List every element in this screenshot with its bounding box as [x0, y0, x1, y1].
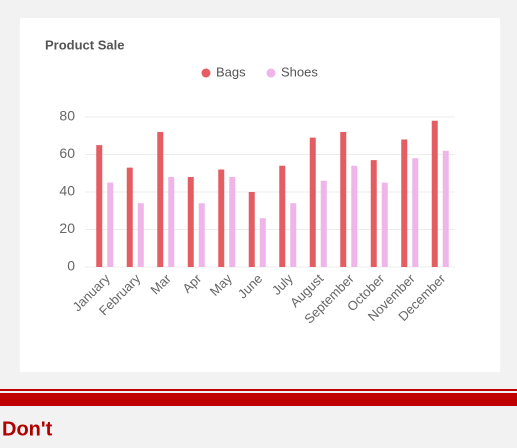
- bar: [431, 120, 438, 267]
- bar: [351, 165, 358, 267]
- bar: [290, 203, 297, 267]
- bar: [370, 160, 377, 267]
- y-tick-label: 0: [67, 258, 75, 274]
- bar: [126, 167, 133, 267]
- y-tick-label: 40: [59, 183, 75, 199]
- chart-card: [20, 18, 500, 372]
- bar: [442, 150, 449, 267]
- y-tick-label: 80: [59, 108, 75, 124]
- legend-marker: [201, 68, 211, 78]
- bar: [107, 182, 114, 267]
- y-tick-label: 20: [59, 220, 75, 236]
- bar: [218, 169, 225, 267]
- bar: [229, 177, 236, 267]
- legend-marker: [266, 68, 276, 78]
- bar: [168, 177, 175, 267]
- y-tick-label: 60: [59, 145, 75, 161]
- bar: [279, 165, 286, 267]
- bar: [320, 180, 327, 267]
- bar: [96, 145, 103, 267]
- chart-title: Product Sale: [45, 37, 124, 52]
- bar: [198, 203, 205, 267]
- divider-line: [0, 389, 517, 391]
- bar: [309, 137, 316, 267]
- bar: [248, 192, 255, 267]
- footer-text: Don't: [2, 418, 53, 440]
- bar: [381, 182, 388, 267]
- bar: [137, 203, 144, 267]
- legend-label: Bags: [216, 64, 246, 79]
- divider-bar: [0, 393, 517, 406]
- bar: [157, 132, 164, 267]
- legend-label: Shoes: [281, 64, 318, 79]
- bar: [187, 177, 194, 267]
- bar: [412, 158, 419, 267]
- bar: [401, 139, 408, 267]
- bar: [259, 218, 266, 267]
- bar: [340, 132, 347, 267]
